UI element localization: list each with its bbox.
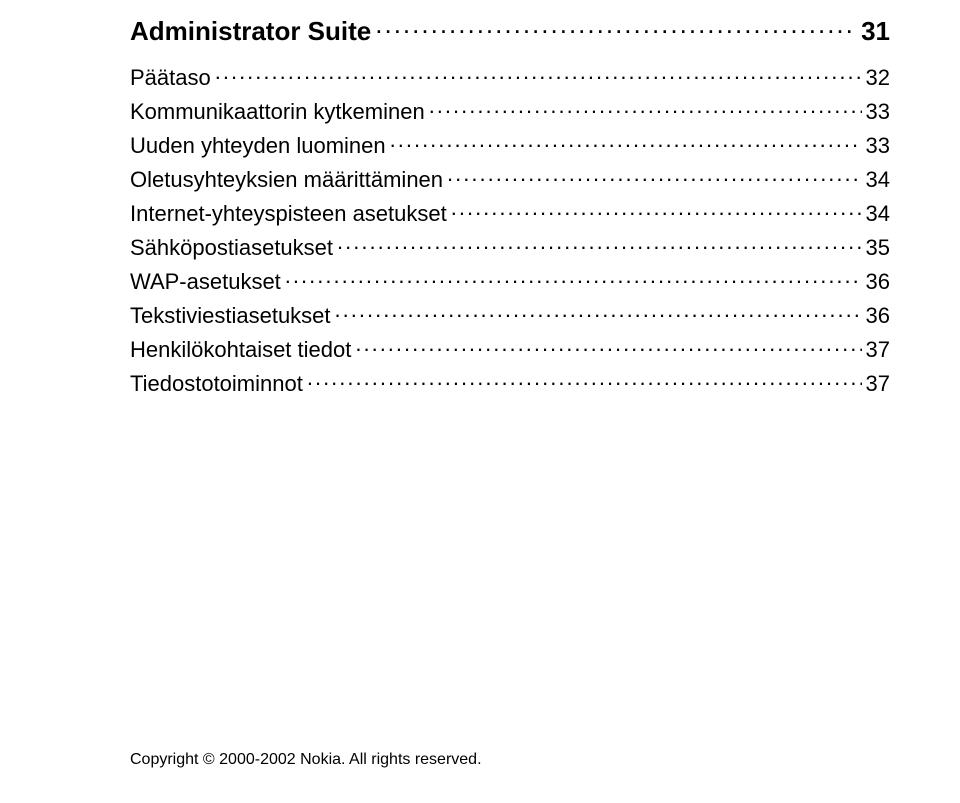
toc-entry-label: Uuden yhteyden luominen [130, 133, 386, 159]
leader-dots [285, 267, 862, 289]
toc-entry-page: 32 [866, 65, 890, 91]
toc-entry-page: 36 [866, 269, 890, 295]
leader-dots [429, 97, 862, 119]
toc-entry-label: Kommunikaattorin kytkeminen [130, 99, 425, 125]
leader-dots [447, 165, 861, 187]
leader-dots [375, 14, 857, 40]
toc-entry-page: 34 [866, 167, 890, 193]
toc-entry-label: Oletusyhteyksien määrittäminen [130, 167, 443, 193]
toc-entry: Henkilökohtaiset tiedot 37 [130, 335, 890, 363]
toc-entry: Kommunikaattorin kytkeminen 33 [130, 97, 890, 125]
toc-heading-label: Administrator Suite [130, 16, 371, 47]
toc-entry: Sähköpostiasetukset 35 [130, 233, 890, 261]
leader-dots [390, 131, 862, 153]
toc-entry-page: 36 [866, 303, 890, 329]
toc-entry-label: Päätaso [130, 65, 211, 91]
toc-heading-page: 31 [861, 16, 890, 47]
toc-heading: Administrator Suite 31 [130, 14, 890, 47]
toc-entry-page: 33 [866, 133, 890, 159]
toc-entry-label: Sähköpostiasetukset [130, 235, 333, 261]
toc-entry-label: Internet-yhteyspisteen asetukset [130, 201, 447, 227]
copyright-footer: Copyright © 2000-2002 Nokia. All rights … [130, 751, 482, 769]
toc-entry: WAP-asetukset 36 [130, 267, 890, 295]
toc-entry-label: WAP-asetukset [130, 269, 281, 295]
toc-entry-page: 37 [866, 337, 890, 363]
toc-entry: Internet-yhteyspisteen asetukset 34 [130, 199, 890, 227]
toc-entry-page: 35 [866, 235, 890, 261]
toc-entry-label: Henkilökohtaiset tiedot [130, 337, 351, 363]
toc-entry: Uuden yhteyden luominen 33 [130, 131, 890, 159]
leader-dots [215, 63, 862, 85]
leader-dots [337, 233, 861, 255]
toc-entry-label: Tiedostotoiminnot [130, 371, 303, 397]
toc-entry-page: 34 [866, 201, 890, 227]
toc-entry: Päätaso 32 [130, 63, 890, 91]
toc-entry: Oletusyhteyksien määrittäminen 34 [130, 165, 890, 193]
toc-entry-page: 33 [866, 99, 890, 125]
toc-entry: Tiedostotoiminnot 37 [130, 369, 890, 397]
leader-dots [451, 199, 862, 221]
toc-entry-label: Tekstiviestiasetukset [130, 303, 331, 329]
leader-dots [335, 301, 862, 323]
leader-dots [355, 335, 861, 357]
document-page: Administrator Suite 31 Päätaso 32 Kommun… [0, 0, 960, 803]
toc-entry-page: 37 [866, 371, 890, 397]
leader-dots [307, 369, 862, 391]
toc-entry: Tekstiviestiasetukset 36 [130, 301, 890, 329]
